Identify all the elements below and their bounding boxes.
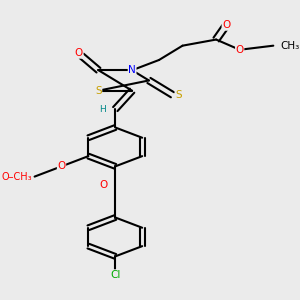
Text: N: N — [128, 65, 136, 75]
Text: S: S — [175, 90, 182, 100]
Text: H: H — [99, 105, 106, 114]
Text: CH₃: CH₃ — [280, 41, 299, 51]
Text: O: O — [236, 45, 244, 55]
Text: O: O — [99, 180, 107, 190]
Text: Cl: Cl — [110, 270, 121, 280]
Text: O: O — [222, 20, 230, 30]
Text: O: O — [57, 161, 66, 171]
Text: S: S — [95, 86, 102, 96]
Text: O: O — [75, 48, 83, 58]
Text: O–CH₃: O–CH₃ — [1, 172, 32, 182]
